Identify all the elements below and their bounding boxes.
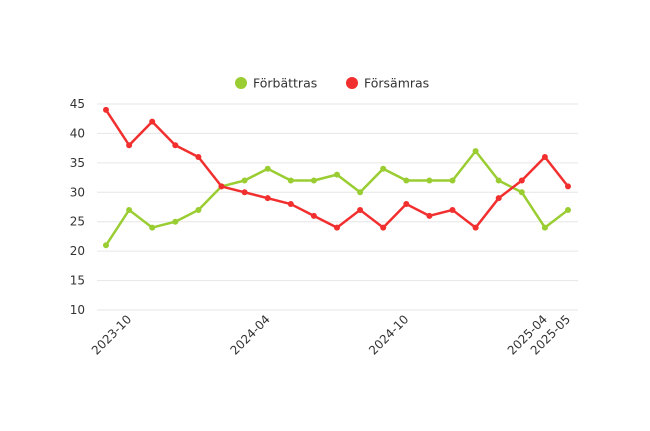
legend-label: Försämras [364,76,429,91]
data-point [218,183,225,190]
data-point [264,195,271,202]
series-line [104,108,570,229]
data-point [472,148,479,155]
data-point [195,206,202,213]
data-point [565,206,571,213]
data-point [380,165,387,172]
data-point [565,183,571,190]
data-point [287,201,294,208]
data-point [310,212,317,219]
data-point [334,224,340,231]
data-point [103,106,109,113]
y-tick-label: 35 [70,156,85,170]
y-tick-label: 40 [70,126,85,140]
data-point [172,142,179,149]
y-tick-label: 45 [70,97,85,111]
y-tick-label: 15 [70,274,85,288]
legend-marker [235,77,247,89]
data-point [403,177,410,184]
data-point [426,212,433,219]
data-point [126,142,133,149]
data-point [172,218,179,225]
legend-marker [346,77,358,89]
data-point [310,177,317,184]
data-point [541,153,548,160]
legend-item[interactable]: Försämras [346,76,429,91]
data-point [518,189,525,196]
data-point [472,224,479,231]
x-tick-label: 2024-10 [366,312,411,357]
data-point [103,242,109,249]
series-2 [103,106,571,231]
legend-label: Förbättras [253,76,317,91]
data-point [264,165,271,172]
data-point [149,118,156,125]
y-axis-ticks: 10 15 20 25 30 35 40 45 [70,97,85,317]
data-point [449,177,456,184]
x-tick-label: 2023-10 [89,312,134,357]
data-point [357,206,364,213]
data-point [495,177,502,184]
y-tick-label: 30 [70,185,85,199]
data-point [241,189,248,196]
data-point [241,177,248,184]
data-point [334,171,340,178]
data-point [403,201,410,208]
legend-item[interactable]: Förbättras [235,76,317,91]
x-tick-label: 2024-04 [227,312,272,357]
y-tick-label: 10 [70,303,85,317]
data-point [149,224,156,231]
data-point [449,206,456,213]
data-point [195,153,202,160]
series-group [103,106,571,249]
legend: Förbättras Försämras [235,76,429,91]
data-point [380,224,387,231]
data-point [126,206,133,213]
data-point [426,177,433,184]
y-tick-label: 25 [70,215,85,229]
data-point [518,177,525,184]
data-point [541,224,548,231]
data-point [357,189,364,196]
data-point [287,177,294,184]
y-tick-label: 20 [70,244,85,258]
y-grid [97,103,578,311]
data-point [495,195,502,202]
